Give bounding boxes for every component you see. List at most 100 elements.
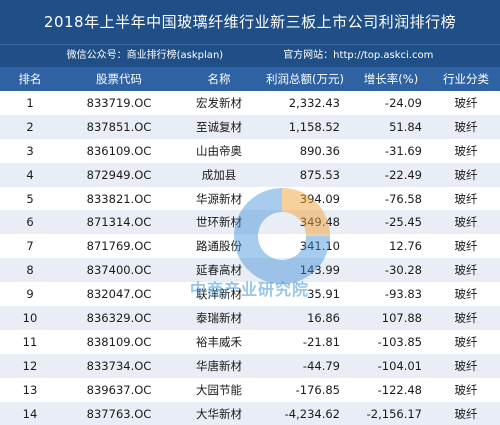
cell-industry: 玻纤 bbox=[432, 114, 500, 139]
cell-rank: 6 bbox=[0, 210, 60, 235]
cell-industry: 玻纤 bbox=[432, 282, 500, 307]
cell-rank: 11 bbox=[0, 329, 60, 354]
table-row: 12 833734.OC 华唐新材 -44.79 -104.01 玻纤 bbox=[0, 353, 500, 378]
cell-profit: -4,234.62 bbox=[260, 401, 350, 425]
cell-industry: 玻纤 bbox=[432, 353, 500, 378]
cell-profit: 1,158.52 bbox=[260, 114, 350, 139]
cell-profit: 341.10 bbox=[260, 234, 350, 259]
cell-growth: -22.49 bbox=[350, 162, 432, 187]
cell-rank: 5 bbox=[0, 186, 60, 211]
table-row: 5 833821.OC 华源新材 394.09 -76.58 玻纤 bbox=[0, 186, 500, 211]
cell-name: 成加县 bbox=[178, 162, 260, 187]
cell-industry: 玻纤 bbox=[432, 210, 500, 235]
cell-code: 837851.OC bbox=[60, 114, 178, 139]
cell-rank: 3 bbox=[0, 138, 60, 163]
cell-code: 871769.OC bbox=[60, 234, 178, 259]
cell-industry: 玻纤 bbox=[432, 401, 500, 425]
cell-name: 裕丰威禾 bbox=[178, 329, 260, 354]
cell-rank: 10 bbox=[0, 306, 60, 330]
cell-growth: -76.58 bbox=[350, 186, 432, 211]
table-row: 10 836329.OC 泰瑞新材 16.86 107.88 玻纤 bbox=[0, 306, 500, 330]
cell-code: 837400.OC bbox=[60, 258, 178, 283]
col-header-name: 名称 bbox=[178, 67, 260, 91]
cell-code: 833821.OC bbox=[60, 186, 178, 211]
cell-code: 833734.OC bbox=[60, 353, 178, 378]
cell-growth: 107.88 bbox=[350, 306, 432, 330]
cell-code: 837763.OC bbox=[60, 401, 178, 425]
table-row: 7 871769.OC 路通股份 341.10 12.76 玻纤 bbox=[0, 234, 500, 259]
cell-growth: 51.84 bbox=[350, 114, 432, 139]
cell-profit: 2,332.43 bbox=[260, 91, 350, 115]
wechat-label: 微信公众号：商业排行榜(askplan) bbox=[66, 50, 224, 61]
ranking-table: 排名 股票代码 名称 利润总额(万元) 增长率(%) 行业分类 1 833719.… bbox=[0, 67, 500, 425]
cell-name: 世环新材 bbox=[178, 210, 260, 235]
cell-code: 872949.OC bbox=[60, 162, 178, 187]
table-row: 13 839637.OC 大园节能 -176.85 -122.48 玻纤 bbox=[0, 377, 500, 402]
cell-profit: 143.99 bbox=[260, 258, 350, 283]
cell-profit: 16.86 bbox=[260, 306, 350, 330]
cell-code: 833719.OC bbox=[60, 91, 178, 115]
col-header-growth: 增长率(%) bbox=[350, 67, 432, 91]
cell-name: 华源新材 bbox=[178, 186, 260, 211]
cell-code: 839637.OC bbox=[60, 377, 178, 402]
cell-code: 832047.OC bbox=[60, 282, 178, 307]
cell-industry: 玻纤 bbox=[432, 306, 500, 330]
cell-growth: -103.85 bbox=[350, 329, 432, 354]
table-body: 1 833719.OC 宏发新材 2,332.43 -24.09 玻纤 2 837851.OC… bbox=[0, 91, 500, 425]
cell-rank: 7 bbox=[0, 234, 60, 259]
cell-industry: 玻纤 bbox=[432, 162, 500, 187]
cell-profit: -176.85 bbox=[260, 377, 350, 402]
table-row: 3 836109.OC 山由帝奥 890.36 -31.69 玻纤 bbox=[0, 138, 500, 163]
cell-industry: 玻纤 bbox=[432, 91, 500, 115]
cell-profit: -44.79 bbox=[260, 353, 350, 378]
col-header-code: 股票代码 bbox=[60, 67, 178, 91]
cell-industry: 玻纤 bbox=[432, 234, 500, 259]
cell-code: 836109.OC bbox=[60, 138, 178, 163]
table-row: 14 837763.OC 大华新材 -4,234.62 -2,156.17 玻纤 bbox=[0, 401, 500, 425]
cell-name: 至诚复材 bbox=[178, 114, 260, 139]
table-row: 8 837400.OC 延春高材 143.99 -30.28 玻纤 bbox=[0, 258, 500, 283]
cell-profit: 35.91 bbox=[260, 282, 350, 307]
cell-growth: 12.76 bbox=[350, 234, 432, 259]
cell-growth: -24.09 bbox=[350, 91, 432, 115]
cell-industry: 玻纤 bbox=[432, 258, 500, 283]
cell-profit: 890.36 bbox=[260, 138, 350, 163]
cell-name: 路通股份 bbox=[178, 234, 260, 259]
table-header-row: 排名 股票代码 名称 利润总额(万元) 增长率(%) 行业分类 bbox=[0, 67, 500, 91]
cell-growth: -2,156.17 bbox=[350, 401, 432, 425]
table-row: 2 837851.OC 至诚复材 1,158.52 51.84 玻纤 bbox=[0, 114, 500, 139]
cell-industry: 玻纤 bbox=[432, 329, 500, 354]
website-label: 官方网站：http://top.askci.com bbox=[283, 50, 434, 61]
cell-growth: -31.69 bbox=[350, 138, 432, 163]
cell-rank: 2 bbox=[0, 114, 60, 139]
table-row: 9 832047.OC 联洋新材 35.91 -93.83 玻纤 bbox=[0, 282, 500, 307]
cell-name: 联洋新材 bbox=[178, 282, 260, 307]
cell-rank: 8 bbox=[0, 258, 60, 283]
cell-growth: -104.01 bbox=[350, 353, 432, 378]
cell-growth: -30.28 bbox=[350, 258, 432, 283]
cell-rank: 1 bbox=[0, 91, 60, 115]
cell-profit: 875.53 bbox=[260, 162, 350, 187]
cell-code: 871314.OC bbox=[60, 210, 178, 235]
cell-industry: 玻纤 bbox=[432, 186, 500, 211]
cell-rank: 13 bbox=[0, 377, 60, 402]
cell-profit: 394.09 bbox=[260, 186, 350, 211]
cell-growth: -93.83 bbox=[350, 282, 432, 307]
cell-growth: -122.48 bbox=[350, 377, 432, 402]
cell-name: 山由帝奥 bbox=[178, 138, 260, 163]
cell-name: 延春高材 bbox=[178, 258, 260, 283]
cell-code: 836329.OC bbox=[60, 306, 178, 330]
cell-name: 泰瑞新材 bbox=[178, 306, 260, 330]
cell-name: 宏发新材 bbox=[178, 91, 260, 115]
table-row: 4 872949.OC 成加县 875.53 -22.49 玻纤 bbox=[0, 162, 500, 187]
cell-rank: 14 bbox=[0, 401, 60, 425]
table-row: 6 871314.OC 世环新材 349.48 -25.45 玻纤 bbox=[0, 210, 500, 235]
source-bar: 微信公众号：商业排行榜(askplan) 官方网站：http://top.ask… bbox=[0, 44, 500, 67]
cell-rank: 4 bbox=[0, 162, 60, 187]
col-header-profit: 利润总额(万元) bbox=[260, 67, 350, 91]
col-header-rank: 排名 bbox=[0, 67, 60, 91]
cell-rank: 12 bbox=[0, 353, 60, 378]
cell-code: 838109.OC bbox=[60, 329, 178, 354]
cell-name: 大园节能 bbox=[178, 377, 260, 402]
cell-growth: -25.45 bbox=[350, 210, 432, 235]
